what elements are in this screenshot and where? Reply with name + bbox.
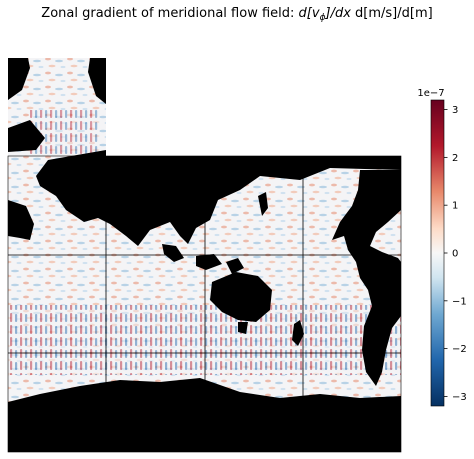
colorbar-tick-label: 3 <box>452 105 458 116</box>
colorbar-gradient <box>430 99 445 407</box>
colorbar-scale-label: 1e−7 <box>417 88 444 99</box>
southern-ocean-band <box>8 305 401 375</box>
colorbar-tick-label: −3 <box>452 392 467 403</box>
colorbar-tick-label: −2 <box>452 344 467 355</box>
colorbar-tick-label: 2 <box>452 153 458 164</box>
map-frame <box>7 155 402 453</box>
colorbar-tick-label: 1 <box>452 201 458 212</box>
map-panel <box>7 58 402 453</box>
colorbar: 1e−7 3 2 1 0 −1 −2 −3 <box>417 88 467 407</box>
colorbar-tick-label: 0 <box>452 249 458 260</box>
arctic-fringe-band <box>30 110 100 155</box>
map-grid <box>8 156 401 452</box>
chart-title: Zonal gradient of meridional flow field:… <box>41 6 432 23</box>
colorbar-ticks: 3 2 1 0 −1 −2 −3 <box>444 105 467 403</box>
colorbar-tick-label: −1 <box>452 296 467 307</box>
